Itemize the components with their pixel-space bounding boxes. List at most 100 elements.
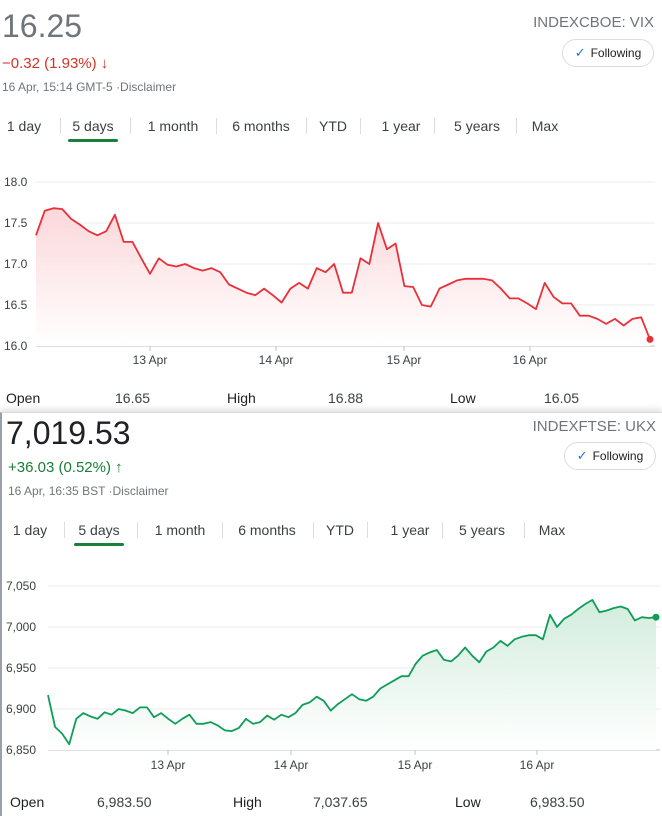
stats-row: Open 6,983.50 High 7,037.65 Low 6,983.50 bbox=[2, 794, 662, 814]
y-tick-label: 17.0 bbox=[4, 257, 28, 271]
tab-6-months[interactable]: 6 months bbox=[232, 516, 302, 544]
tab-max[interactable]: Max bbox=[535, 516, 569, 544]
x-tick-label: 16 Apr bbox=[520, 758, 555, 772]
following-label: Following bbox=[592, 449, 644, 463]
x-tick-label: 13 Apr bbox=[151, 758, 186, 772]
x-tick-label: 15 Apr bbox=[387, 353, 422, 367]
ukx-quote-panel: 7,019.53 +36.03 (0.52%) ↑ 16 Apr, 16:35 … bbox=[0, 412, 662, 816]
price-chart[interactable]: 18.0 17.5 17.0 16.5 16.0 13 Apr 14 Apr 15 Apr 16… bbox=[0, 160, 662, 375]
high-label: High bbox=[233, 794, 262, 810]
tab-divider bbox=[130, 118, 131, 134]
tab-1-day[interactable]: 1 day bbox=[10, 516, 50, 544]
y-tick-label: 16.0 bbox=[4, 339, 28, 353]
low-value: 6,983.50 bbox=[530, 794, 585, 810]
range-tabs: 1 day 5 days 1 month 6 months YTD 1 year 5 yea… bbox=[0, 112, 662, 142]
tab-label: 5 years bbox=[454, 118, 500, 134]
high-value: 7,037.65 bbox=[313, 794, 368, 810]
open-label: Open bbox=[6, 390, 41, 406]
tab-1-month[interactable]: 1 month bbox=[140, 112, 206, 140]
check-icon: ✓ bbox=[576, 448, 588, 463]
low-value: 16.05 bbox=[544, 390, 580, 406]
tab-6-months[interactable]: 6 months bbox=[226, 112, 296, 140]
tab-max[interactable]: Max bbox=[528, 112, 562, 140]
tab-label: 1 day bbox=[6, 118, 42, 134]
tab-divider bbox=[222, 522, 223, 538]
following-button[interactable]: ✓ Following bbox=[564, 442, 656, 470]
tab-divider bbox=[64, 522, 65, 538]
tab-label: YTD bbox=[326, 522, 354, 538]
price-chart[interactable]: 7,050 7,000 6,950 6,900 6,850 13 Apr 14 Apr 15 … bbox=[2, 565, 662, 780]
tab-divider bbox=[60, 118, 61, 134]
y-tick-label: 16.5 bbox=[4, 298, 28, 312]
following-label: Following bbox=[590, 46, 642, 60]
tab-label: YTD bbox=[319, 118, 347, 134]
tab-label: 6 months bbox=[238, 522, 296, 538]
y-tick-label: 17.5 bbox=[4, 216, 28, 230]
tab-divider bbox=[516, 118, 517, 134]
tab-label: 1 month bbox=[147, 118, 199, 134]
ticker-symbol: INDEXCBOE: VIX bbox=[533, 14, 654, 31]
tab-label: 5 years bbox=[459, 522, 505, 538]
x-tick-label: 16 Apr bbox=[513, 353, 548, 367]
tab-label: 1 month bbox=[154, 522, 206, 538]
low-label: Low bbox=[450, 390, 476, 406]
y-tick-label: 7,050 bbox=[6, 579, 36, 593]
x-tick-label: 14 Apr bbox=[274, 758, 309, 772]
tab-label: 1 day bbox=[12, 522, 48, 538]
open-value: 16.65 bbox=[115, 390, 151, 406]
price-value: 7,019.53 bbox=[6, 415, 131, 451]
range-tabs: 1 day 5 days 1 month 6 months YTD 1 year 5 yea… bbox=[2, 516, 662, 546]
tab-5-days[interactable]: 5 days bbox=[74, 516, 124, 546]
tab-5-years[interactable]: 5 years bbox=[454, 516, 510, 544]
tab-ytd[interactable]: YTD bbox=[316, 112, 350, 140]
tab-1-year[interactable]: 1 year bbox=[376, 112, 426, 140]
x-tick-label: 15 Apr bbox=[398, 758, 433, 772]
tab-1-day[interactable]: 1 day bbox=[4, 112, 44, 140]
price-change: +36.03 (0.52%) ↑ bbox=[8, 459, 123, 476]
open-value: 6,983.50 bbox=[97, 794, 152, 810]
tab-5-years[interactable]: 5 years bbox=[449, 112, 505, 140]
area-fill bbox=[36, 208, 650, 346]
tab-label: 5 days bbox=[78, 522, 120, 538]
tab-ytd[interactable]: YTD bbox=[323, 516, 357, 544]
following-button[interactable]: ✓ Following bbox=[562, 39, 654, 67]
tab-label: Max bbox=[538, 522, 566, 538]
ticker-symbol: INDEXFTSE: UKX bbox=[532, 418, 656, 435]
last-point-marker bbox=[652, 613, 660, 621]
tab-divider bbox=[434, 118, 435, 134]
area-fill bbox=[48, 599, 656, 750]
last-point-marker bbox=[646, 335, 654, 343]
high-value: 16.88 bbox=[328, 390, 364, 406]
y-tick-label: 6,900 bbox=[6, 702, 36, 716]
timestamp-disclaimer[interactable]: 16 Apr, 16:35 BST ·Disclaimer bbox=[8, 484, 169, 498]
tab-1-year[interactable]: 1 year bbox=[385, 516, 435, 544]
y-tick-label: 6,950 bbox=[6, 661, 36, 675]
open-label: Open bbox=[10, 794, 45, 810]
tab-label: 1 year bbox=[390, 522, 430, 538]
tab-label: Max bbox=[531, 118, 559, 134]
tab-5-days[interactable]: 5 days bbox=[68, 112, 118, 142]
vix-quote-panel: 16.25 −0.32 (1.93%) ↓ 16 Apr, 15:14 GMT-… bbox=[0, 8, 662, 410]
timestamp-disclaimer[interactable]: 16 Apr, 15:14 GMT-5 ·Disclaimer bbox=[2, 80, 177, 94]
x-tick-label: 14 Apr bbox=[259, 353, 294, 367]
active-tab-indicator bbox=[74, 543, 124, 546]
check-icon: ✓ bbox=[574, 45, 586, 60]
tab-divider bbox=[306, 118, 307, 134]
tab-1-month[interactable]: 1 month bbox=[147, 516, 213, 544]
y-tick-label: 6,850 bbox=[6, 743, 36, 757]
tab-divider bbox=[360, 118, 361, 134]
low-label: Low bbox=[455, 794, 481, 810]
price-value: 16.25 bbox=[2, 8, 83, 44]
x-tick-label: 13 Apr bbox=[133, 353, 168, 367]
tab-label: 1 year bbox=[381, 118, 421, 134]
tab-divider bbox=[313, 522, 314, 538]
tab-divider bbox=[137, 522, 138, 538]
tab-label: 5 days bbox=[72, 118, 114, 134]
y-tick-label: 18.0 bbox=[4, 175, 28, 189]
tab-label: 6 months bbox=[232, 118, 290, 134]
price-change: −0.32 (1.93%) ↓ bbox=[2, 55, 109, 72]
y-tick-label: 7,000 bbox=[6, 620, 36, 634]
high-label: High bbox=[227, 390, 256, 406]
stats-row: Open 16.65 High 16.88 Low 16.05 bbox=[0, 390, 662, 410]
active-tab-indicator bbox=[68, 139, 118, 142]
